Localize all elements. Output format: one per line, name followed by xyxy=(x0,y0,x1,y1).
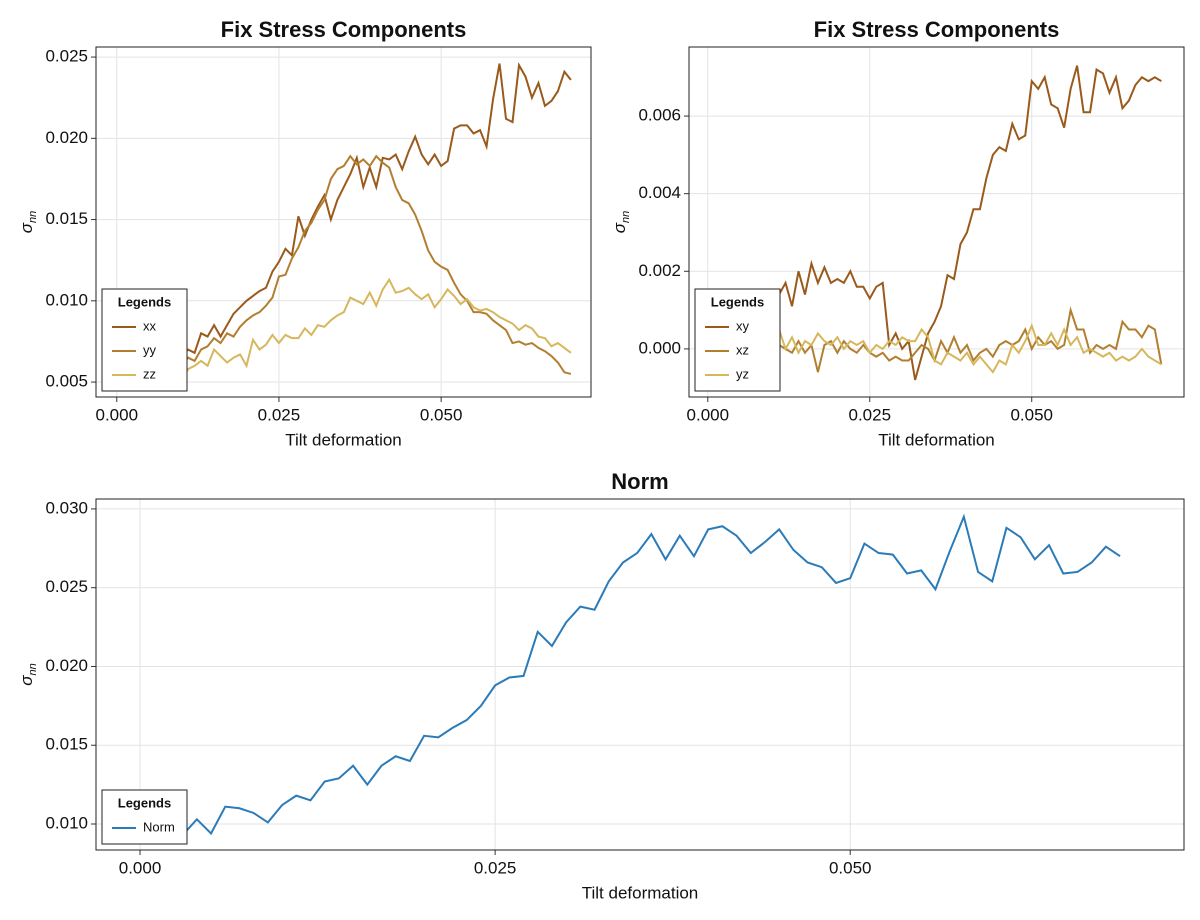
y-tick-label: 0.010 xyxy=(45,813,88,832)
legend-label: yy xyxy=(143,342,157,357)
legend-label: Norm xyxy=(143,819,175,834)
y-tick-label: 0.025 xyxy=(45,47,88,66)
legend-label: zz xyxy=(143,366,156,381)
y-label-symbol: σ xyxy=(17,222,36,233)
x-tick-label: 0.025 xyxy=(258,405,301,424)
series-line xyxy=(140,513,1121,837)
legend-title: Legends xyxy=(118,795,171,810)
x-tick-label: 0.000 xyxy=(687,405,730,424)
panel: Fix Stress Components 0.000 0.025 0.050 0.00… xyxy=(17,17,592,449)
y-axis-label: σnn xyxy=(17,211,38,234)
y-tick-label: 0.020 xyxy=(45,128,88,147)
x-tick-label: 0.050 xyxy=(829,858,872,877)
chart-title: Fix Stress Components xyxy=(221,17,467,42)
y-label-symbol: σ xyxy=(610,222,629,233)
series-line xyxy=(758,306,1163,373)
panel: Fix Stress Components 0.000 0.025 0.050 0.00… xyxy=(610,17,1185,449)
chart-title: Fix Stress Components xyxy=(814,17,1060,42)
x-tick-label: 0.000 xyxy=(119,858,162,877)
y-label-subscript: nn xyxy=(620,211,632,223)
legend-title: Legends xyxy=(118,294,171,309)
axes-frame xyxy=(95,498,1185,851)
y-label-subscript: nn xyxy=(27,663,39,675)
chart-title: Norm xyxy=(611,469,668,494)
x-axis-label: Tilt deformation xyxy=(285,430,402,449)
y-tick-label: 0.002 xyxy=(638,261,681,280)
x-axis-label: Tilt deformation xyxy=(878,430,995,449)
series-line xyxy=(759,322,1162,374)
axes-frame xyxy=(688,46,1185,398)
x-tick-label: 0.000 xyxy=(95,405,138,424)
y-tick-label: 0.000 xyxy=(638,338,681,357)
x-tick-label: 0.050 xyxy=(420,405,463,424)
x-axis-label: Tilt deformation xyxy=(582,883,699,902)
y-label-symbol: σ xyxy=(17,675,36,686)
y-axis-label: σnn xyxy=(610,211,631,234)
x-tick-label: 0.025 xyxy=(848,405,891,424)
x-tick-label: 0.025 xyxy=(474,858,517,877)
y-tick-label: 0.004 xyxy=(638,183,681,202)
y-label-subscript: nn xyxy=(27,211,39,223)
y-tick-label: 0.010 xyxy=(45,290,88,309)
axes-frame xyxy=(95,46,592,398)
panel: Norm 0.000 0.025 0.050 0.010 0.015 0.020 0.025 0… xyxy=(17,469,1185,902)
y-tick-label: 0.020 xyxy=(45,656,88,675)
legend-label: xy xyxy=(736,318,750,333)
legend-box xyxy=(101,789,188,845)
series-line xyxy=(758,65,1162,381)
y-tick-label: 0.005 xyxy=(45,372,88,391)
y-tick-label: 0.006 xyxy=(638,106,681,125)
y-tick-label: 0.030 xyxy=(45,498,88,517)
series-line xyxy=(167,277,572,385)
x-tick-label: 0.050 xyxy=(1010,405,1053,424)
y-axis-label: σnn xyxy=(17,663,38,686)
y-tick-label: 0.015 xyxy=(45,209,88,228)
legend-title: Legends xyxy=(711,294,764,309)
legend-label: xx xyxy=(143,318,157,333)
legend-label: yz xyxy=(736,366,749,381)
series-line xyxy=(168,154,572,375)
series-line xyxy=(167,62,572,371)
y-tick-label: 0.025 xyxy=(45,577,88,596)
legend-label: xz xyxy=(736,342,749,357)
y-tick-label: 0.015 xyxy=(45,735,88,754)
